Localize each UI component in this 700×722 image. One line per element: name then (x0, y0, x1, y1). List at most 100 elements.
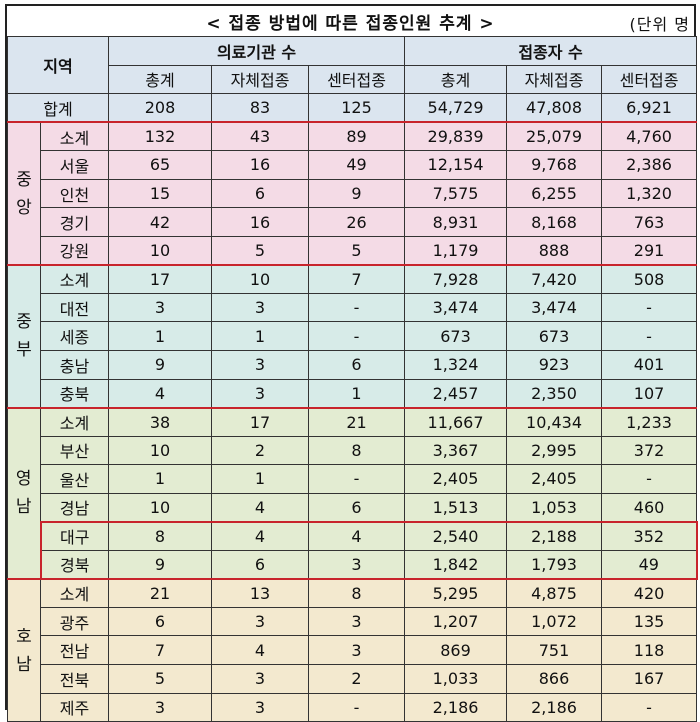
table-row: 전북 5 3 2 1,033 866 167 (8, 664, 698, 694)
table-cell: 6,255 (506, 178, 603, 209)
table-row: 서울 65 16 49 12,154 9,768 2,386 (8, 150, 698, 180)
table-cell: 3,474 (506, 292, 603, 323)
header-sub-center: 센터접종 (601, 64, 698, 95)
table-cell: 10,434 (506, 406, 603, 437)
row-label: 소계 (39, 406, 110, 437)
table-cell: 42 (108, 207, 213, 237)
header-region: 지역 (6, 35, 110, 95)
header-sub-self: 자체접종 (211, 64, 310, 95)
table-cell: 3 (211, 692, 310, 722)
table-cell: 3 (211, 664, 310, 694)
table-cell: 1 (108, 321, 213, 352)
table-cell: 9,768 (506, 150, 603, 180)
table-cell: 2,186 (506, 692, 603, 722)
table-cell: 1 (211, 321, 310, 352)
table-cell: 13 (211, 577, 310, 608)
table-cell: 5 (308, 235, 406, 266)
table-cell: 2,457 (404, 378, 508, 409)
table-cell: - (308, 464, 406, 494)
row-label: 세종 (39, 321, 110, 352)
table-cell: 401 (601, 350, 698, 380)
table-cell: 4 (308, 520, 406, 551)
stats-table-frame: < 접종 방법에 따른 접종인원 추계 > (단위 명 지역 의료기관 수 접종… (5, 4, 698, 722)
table-cell: 118 (601, 635, 698, 666)
table-cell: 1,793 (506, 549, 603, 580)
table-cell: 508 (601, 263, 698, 294)
table-cell: 21 (108, 577, 213, 608)
table-row: 경기 42 16 26 8,931 8,168 763 (8, 207, 698, 237)
row-label: 소계 (39, 263, 110, 294)
table-row: 강원 10 5 5 1,179 888 291 (8, 235, 698, 266)
table-cell: 2 (211, 435, 310, 466)
table-row: 인천 15 6 9 7,575 6,255 1,320 (8, 178, 698, 209)
table-cell: 16 (211, 207, 310, 237)
table-cell: 6 (211, 549, 310, 580)
table-cell: - (308, 692, 406, 722)
table-row: 중 앙 소계 132 43 89 29,839 25,079 4,760 (7, 121, 698, 266)
row-label: 광주 (39, 606, 110, 637)
table-cell: 673 (404, 321, 508, 352)
table-cell: 8,168 (506, 207, 603, 237)
table-cell: 2,186 (404, 692, 508, 722)
table-cell: 10 (108, 235, 213, 266)
total-row: 합계 208 83 125 54,729 47,808 6,921 (6, 93, 698, 123)
table-cell: 1 (308, 378, 406, 409)
table-cell: 352 (601, 520, 698, 551)
table-cell: 460 (601, 492, 698, 523)
table-cell: 1,320 (601, 178, 698, 209)
table-cell: 2,995 (506, 435, 603, 466)
header-row-sub: 총계 자체접종 센터접종 총계 자체접종 센터접종 (8, 64, 698, 95)
table-cell: 1,033 (404, 664, 508, 694)
row-label: 대전 (39, 292, 110, 323)
table-cell: 3 (308, 606, 406, 637)
table-cell: 6 (211, 178, 310, 209)
table-cell: 7,575 (404, 178, 508, 209)
table-cell: 2,188 (506, 520, 603, 551)
table-cell: 8 (308, 577, 406, 608)
table-cell: 1,179 (404, 235, 508, 266)
row-label: 전북 (39, 664, 110, 694)
table-row: 세종 1 1-673 673- (8, 321, 698, 352)
table-cell: 372 (601, 435, 698, 466)
unit-note: (단위 명 (629, 15, 690, 34)
table-cell: 5 (108, 664, 213, 694)
table-row: 충남 9 3 6 1,324 923 401 (8, 350, 698, 380)
table-cell: 21 (308, 406, 406, 437)
table-cell: 1,053 (506, 492, 603, 523)
table-row: 중 부 소계 17 10 7 7,928 7,420 508 (7, 263, 698, 409)
table-cell: 38 (108, 406, 213, 437)
table-row: 울산 1 1-2,405 2,405- (8, 464, 698, 494)
header-sub-total: 총계 (108, 64, 213, 95)
table-cell: 3 (308, 549, 406, 580)
table-cell: 12,154 (404, 150, 508, 180)
table-cell: 923 (506, 350, 603, 380)
table-cell: 6,921 (601, 93, 698, 123)
vaccination-table: 지역 의료기관 수 접종자 수 총계 자체접종 센터접종 총계 자체접종 센터접… (6, 35, 698, 722)
header-row-groups: 지역 의료기관 수 접종자 수 (6, 35, 698, 95)
table-cell: 167 (601, 664, 698, 694)
table-cell: 1 (108, 464, 213, 494)
table-cell: 2,386 (601, 150, 698, 180)
table-cell: 7,420 (506, 263, 603, 294)
table-cell: 1,513 (404, 492, 508, 523)
table-cell: 3,474 (404, 292, 508, 323)
row-label: 충남 (39, 350, 110, 380)
table-cell: 135 (601, 606, 698, 637)
row-label: 경북 (39, 549, 110, 580)
table-row: 대구 8 4 4 2,540 2,188 352 (8, 520, 698, 551)
table-cell: 1,324 (404, 350, 508, 380)
table-cell: 3 (211, 606, 310, 637)
table-cell: 888 (506, 235, 603, 266)
table-cell: 3 (308, 635, 406, 666)
table-cell: 43 (211, 121, 310, 152)
row-label: 경남 (39, 492, 110, 523)
table-cell: 26 (308, 207, 406, 237)
table-cell: 16 (211, 150, 310, 180)
row-label: 제주 (39, 692, 110, 722)
table-cell: 9 (108, 350, 213, 380)
table-cell: 65 (108, 150, 213, 180)
table-cell: 49 (308, 150, 406, 180)
